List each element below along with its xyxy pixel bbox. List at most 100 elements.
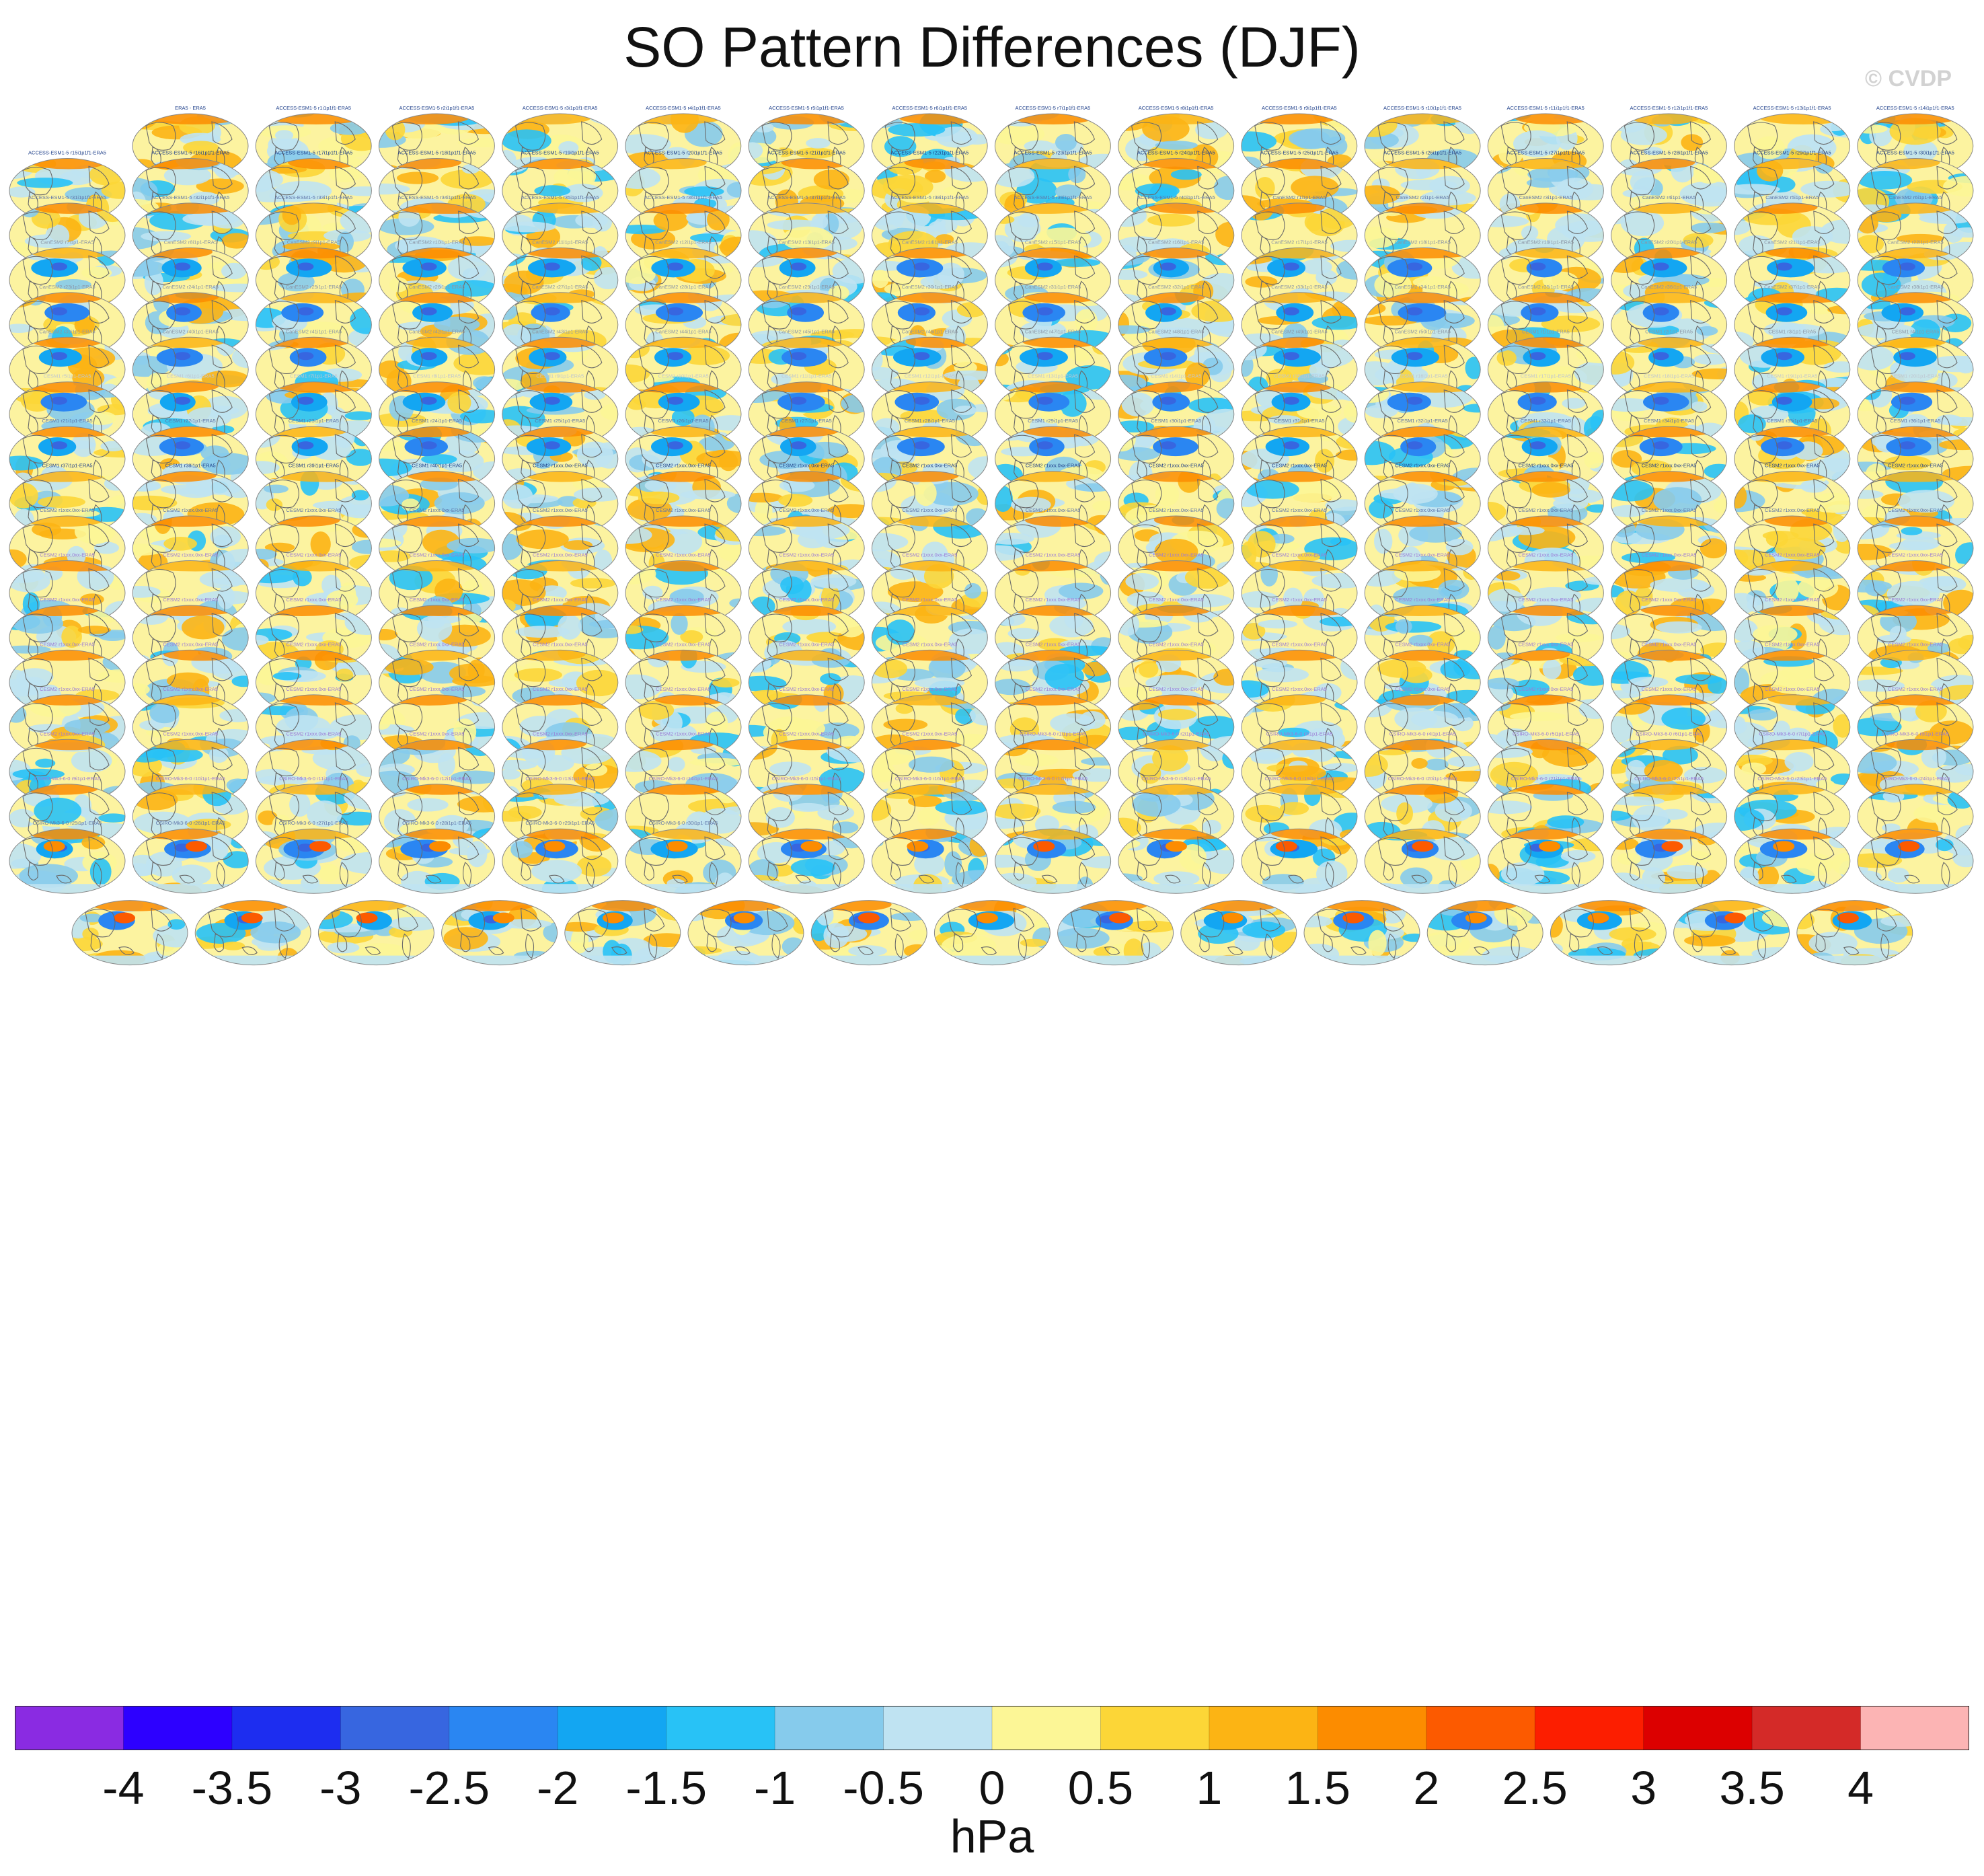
panel-label: CanESM2 r11i1p1-ERA5 [532, 239, 588, 245]
panel-label: CESM1 r24i1p1-ERA5 [412, 418, 462, 424]
panel-label: CESM2 r1xxx.0xx-ERA5 [779, 552, 834, 558]
so-difference-map-panel [194, 900, 311, 966]
panel-label: CESM1 r32i1p1-ERA5 [1398, 418, 1448, 424]
panel-label: CanESM2 r21i1p1-ERA5 [1764, 239, 1820, 245]
panel-label: CSIRO-Mk3-6-0 r23i1p1-ERA5 [1757, 776, 1827, 782]
panel-label: CanESM2 r13i1p1-ERA5 [779, 239, 835, 245]
panel-label: CESM1 r2i1p1-ERA5 [1645, 328, 1693, 334]
colorbar-svg [15, 1706, 1969, 1750]
colorbar-swatch [340, 1706, 450, 1750]
panel-label: CanESM2 r23i1p1-ERA5 [39, 284, 95, 290]
panel-label: CESM2 r1xxx.0xx-ERA5 [1149, 463, 1204, 469]
panel-label: CESM2 r1xxx.0xx-ERA5 [1765, 463, 1820, 469]
panel-label: CanESM2 r2i1p1-ERA5 [1396, 194, 1449, 200]
panel-label: CanESM2 r19i1p1-ERA5 [1518, 239, 1574, 245]
colorbar-swatch [1535, 1706, 1644, 1750]
panel-label: ACCESS-ESM1-5 r6i1p1f1-ERA5 [892, 105, 967, 111]
panel-label: ACCESS-ESM1-5 r5i1p1f1-ERA5 [769, 105, 844, 111]
panel-label: CanESM2 r36i1p1-ERA5 [1641, 284, 1697, 290]
panel-label: CESM2 r1xxx.0xx-ERA5 [1642, 641, 1697, 647]
so-difference-map-panel [1611, 828, 1728, 894]
panel-label: CESM2 r1xxx.0xx-ERA5 [1642, 597, 1697, 603]
so-difference-map-panel: CanESM2 r35i1p1-ERA5 [1487, 284, 1604, 358]
panel-label: CESM2 r1xxx.0xx-ERA5 [1765, 507, 1820, 513]
panel-label: CanESM2 r16i1p1-ERA5 [1148, 239, 1204, 245]
panel-label: CESM2 r1xxx.0xx-ERA5 [287, 641, 342, 647]
panel-label: ACCESS-ESM1-5 r17i1p1f1-ERA5 [274, 149, 352, 155]
panel-label: CanESM2 r1i1p1-ERA5 [1272, 194, 1326, 200]
panel-label: CESM2 r1xxx.0xx-ERA5 [163, 552, 218, 558]
panel-label: CSIRO-Mk3-6-0 r2i1p1-ERA5 [1143, 730, 1209, 737]
so-difference-map-panel [1364, 828, 1481, 894]
panel-label: ACCESS-ESM1-5 r16i1p1f1-ERA5 [151, 149, 229, 155]
panel-label: CESM2 r1xxx.0xx-ERA5 [1272, 463, 1327, 469]
panel-label: CESM2 r1xxx.0xx-ERA5 [287, 552, 342, 558]
panel-label: CanESM2 r39i1p1-ERA5 [39, 328, 95, 334]
colorbar-units: hPa [950, 1810, 1034, 1863]
panel-label: CanESM2 r24i1p1-ERA5 [163, 284, 219, 290]
colorbar-swatch [558, 1706, 667, 1750]
panel-label: CESM2 r1xxx.0xx-ERA5 [1519, 686, 1574, 692]
panel-label: CESM2 r1xxx.0xx-ERA5 [1642, 552, 1697, 558]
colorbar-swatch [666, 1706, 775, 1750]
panel-label: CESM2 r1xxx.0xx-ERA5 [287, 597, 342, 603]
panel-label: CSIRO-Mk3-6-0 r9i1p1-ERA5 [34, 776, 101, 782]
panel-label: CSIRO-Mk3-6-0 r15i1p1-ERA5 [772, 776, 841, 782]
panel-label: CESM2 r1xxx.0xx-ERA5 [903, 463, 958, 469]
panel-label: CanESM2 r38i1p1-ERA5 [1887, 284, 1943, 290]
panel-label: ACCESS-ESM1-5 r31i1p1f1-ERA5 [28, 194, 106, 200]
panel-label: CESM1 r10i1p1-ERA5 [658, 373, 708, 379]
panel-label: CESM2 r1xxx.0xx-ERA5 [1395, 463, 1450, 469]
panel-label: CSIRO-Mk3-6-0 r4i1p1-ERA5 [1389, 730, 1456, 737]
panel-label: CESM2 r1xxx.0xx-ERA5 [1765, 686, 1820, 692]
colorbar-swatch [449, 1706, 558, 1750]
panel-label: CanESM2 r27i1p1-ERA5 [532, 284, 588, 290]
panel-label: CSIRO-Mk3-6-0 r16i1p1-ERA5 [895, 776, 964, 782]
panel-label: CSIRO-Mk3-6-0 r7i1p1-ERA5 [1759, 730, 1825, 737]
panel-label: CESM1 r37i1p1-ERA5 [42, 463, 92, 469]
panel-label: CESM2 r1xxx.0xx-ERA5 [1026, 552, 1081, 558]
colorbar [15, 1706, 1969, 1750]
panel-label: CESM2 r1xxx.0xx-ERA5 [1026, 641, 1081, 647]
so-difference-map-panel [1180, 900, 1297, 966]
map-panels-svg: ERA5 - ERA5 ACCESS-ESM1-5 r1i1p1f1-ERA5 AC… [9, 105, 1974, 966]
so-difference-map-panel [1857, 828, 1974, 894]
panel-label: CanESM2 r45i1p1-ERA5 [779, 328, 835, 334]
panel-label: CSIRO-Mk3-6-0 r1i1p1-ERA5 [1020, 730, 1086, 737]
panel-label: CSIRO-Mk3-6-0 r10i1p1-ERA5 [156, 776, 225, 782]
colorbar-tick-label: 3 [1630, 1762, 1657, 1814]
panel-label: CESM1 r39i1p1-ERA5 [289, 463, 339, 469]
panel-label: ACCESS-ESM1-5 r14i1p1f1-ERA5 [1876, 105, 1954, 111]
panel-label: CESM1 r21i1p1-ERA5 [42, 418, 92, 424]
panel-label: CSIRO-Mk3-6-0 r12i1p1-ERA5 [402, 776, 471, 782]
panel-label: CESM1 r31i1p1-ERA5 [1274, 418, 1324, 424]
panel-label: CESM2 r1xxx.0xx-ERA5 [656, 552, 711, 558]
panel-label: CESM2 r1xxx.0xx-ERA5 [287, 730, 342, 737]
panel-label: CESM2 r1xxx.0xx-ERA5 [779, 730, 834, 737]
panel-label: CESM1 r29i1p1-ERA5 [1028, 418, 1078, 424]
panel-label: CESM2 r1xxx.0xx-ERA5 [163, 641, 218, 647]
panel-label: CESM2 r1xxx.0xx-ERA5 [1395, 507, 1450, 513]
panel-label: ACCESS-ESM1-5 r37i1p1f1-ERA5 [767, 194, 845, 200]
panel-label: CESM1 r11i1p1-ERA5 [781, 373, 831, 379]
panel-label: CESM2 r1xxx.0xx-ERA5 [1642, 463, 1697, 469]
panel-label: CESM2 r1xxx.0xx-ERA5 [1519, 597, 1574, 603]
panel-label: ACCESS-ESM1-5 r20i1p1f1-ERA5 [644, 149, 722, 155]
panel-label: CESM2 r1xxx.0xx-ERA5 [287, 686, 342, 692]
panel-label: CESM2 r1xxx.0xx-ERA5 [1395, 641, 1450, 647]
panel-label: CESM2 r1xxx.0xx-ERA5 [903, 507, 958, 513]
panel-label: CESM2 r1xxx.0xx-ERA5 [1272, 552, 1327, 558]
panel-label: CESM1 r14i1p1-ERA5 [1151, 373, 1201, 379]
panel-label: CanESM2 r46i1p1-ERA5 [902, 328, 958, 334]
panel-label: CanESM2 r31i1p1-ERA5 [1025, 284, 1081, 290]
panel-label: CanESM2 r18i1p1-ERA5 [1395, 239, 1451, 245]
panel-label: CanESM2 r48i1p1-ERA5 [1148, 328, 1204, 334]
panel-label: CESM2 r1xxx.0xx-ERA5 [410, 686, 465, 692]
map-panel-grid: ERA5 - ERA5 ACCESS-ESM1-5 r1i1p1f1-ERA5 AC… [9, 105, 1974, 966]
panel-label: CESM2 r1xxx.0xx-ERA5 [40, 507, 95, 513]
panel-label: ACCESS-ESM1-5 r22i1p1f1-ERA5 [890, 149, 968, 155]
panel-label: ACCESS-ESM1-5 r9i1p1f1-ERA5 [1262, 105, 1337, 111]
panel-label: CESM1 r19i1p1-ERA5 [1767, 373, 1817, 379]
panel-label: ACCESS-ESM1-5 r29i1p1f1-ERA5 [1753, 149, 1831, 155]
panel-label: CESM2 r1xxx.0xx-ERA5 [1026, 507, 1081, 513]
